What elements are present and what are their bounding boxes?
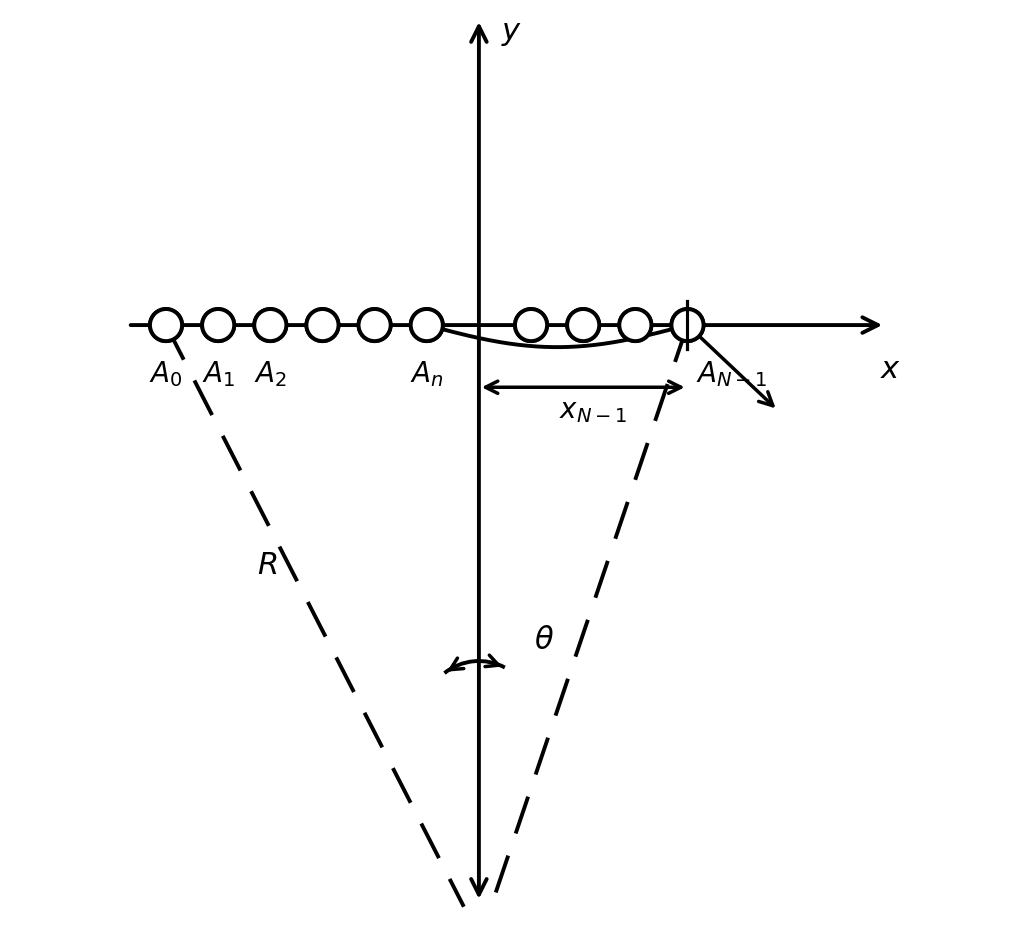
Circle shape (411, 309, 443, 341)
Circle shape (359, 309, 391, 341)
Circle shape (619, 309, 652, 341)
Text: $A_1$: $A_1$ (201, 359, 234, 389)
Text: $A_n$: $A_n$ (410, 359, 443, 389)
Circle shape (567, 309, 599, 341)
Text: $x_{N-1}$: $x_{N-1}$ (559, 398, 627, 425)
Circle shape (411, 309, 443, 341)
Circle shape (306, 309, 338, 341)
Text: $A_{N-1}$: $A_{N-1}$ (696, 359, 767, 389)
Text: $y$: $y$ (501, 19, 522, 49)
Circle shape (306, 309, 338, 341)
Circle shape (150, 309, 182, 341)
Circle shape (619, 309, 652, 341)
Text: $R$: $R$ (257, 552, 278, 580)
Circle shape (203, 309, 234, 341)
Text: $A_2$: $A_2$ (254, 359, 287, 389)
Text: $A_0$: $A_0$ (149, 359, 183, 389)
Circle shape (567, 309, 599, 341)
Circle shape (671, 309, 703, 341)
Circle shape (515, 309, 547, 341)
Circle shape (203, 309, 234, 341)
Circle shape (150, 309, 182, 341)
Circle shape (671, 309, 703, 341)
Circle shape (515, 309, 547, 341)
Text: $\theta$: $\theta$ (535, 627, 554, 655)
Circle shape (254, 309, 287, 341)
Circle shape (254, 309, 287, 341)
Text: $x$: $x$ (880, 355, 901, 384)
Circle shape (359, 309, 391, 341)
